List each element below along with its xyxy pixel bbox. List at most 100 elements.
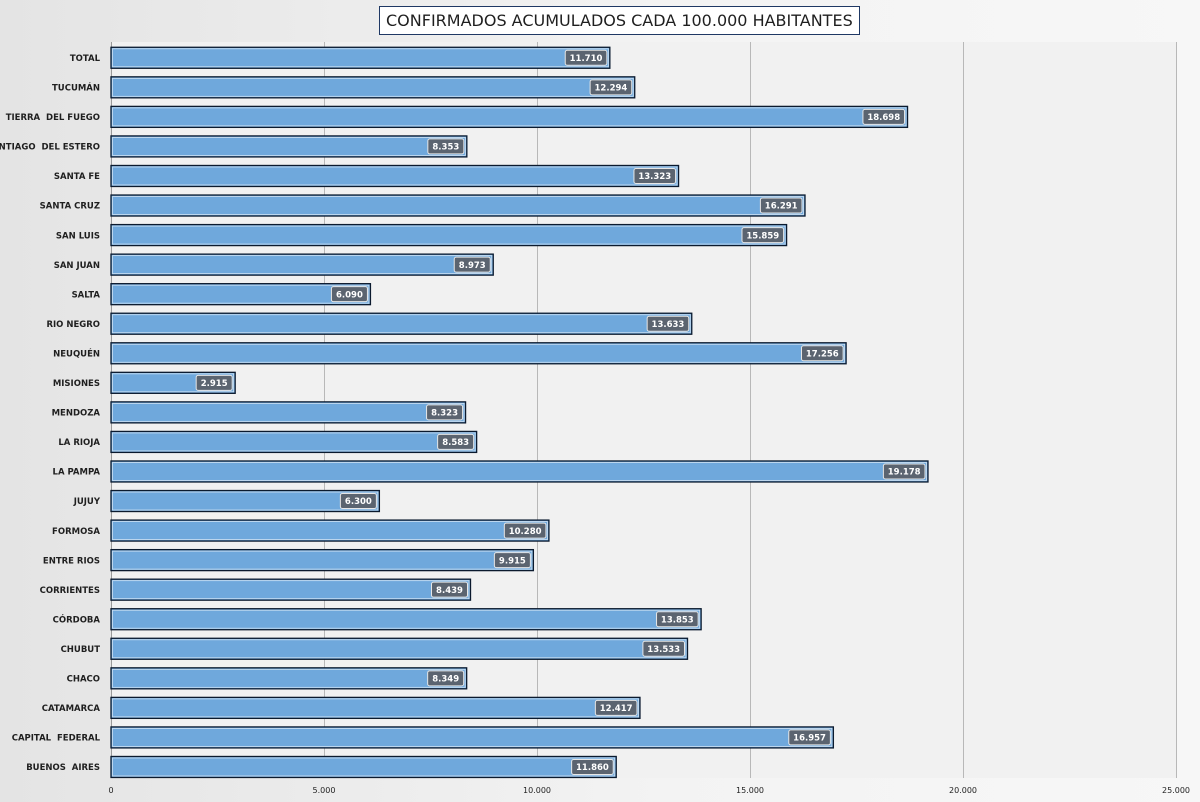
category-label: RIO NEGRO [46, 320, 100, 330]
category-label: LA PAMPA [53, 468, 101, 478]
data-label: 8.323 [431, 409, 458, 419]
data-label: 8.353 [432, 143, 459, 153]
category-label: TOTAL [70, 54, 101, 64]
category-label: MISIONES [53, 379, 100, 389]
data-label-box [427, 138, 465, 155]
data-label: 13.633 [652, 320, 685, 330]
data-label-box [431, 581, 469, 598]
bar-highlight [112, 698, 639, 718]
data-label-box [571, 758, 614, 775]
data-label: 11.710 [570, 54, 603, 64]
data-label: 16.291 [765, 202, 798, 212]
data-label: 6.300 [345, 497, 372, 507]
category-label: CÓRDOBA [53, 613, 101, 625]
data-label-box [564, 49, 608, 66]
bar-highlight [112, 255, 493, 275]
category-label: SANTA CRUZ [40, 202, 100, 212]
bar [110, 519, 550, 542]
bar [110, 401, 467, 424]
bar [110, 696, 641, 720]
bar-highlight [112, 668, 466, 688]
data-label: 19.178 [888, 468, 921, 478]
x-tick-label: 20.000 [949, 786, 977, 795]
data-label: 12.294 [595, 84, 628, 94]
bar-highlight [112, 77, 634, 97]
category-label: TUCUMÁN [52, 82, 100, 94]
data-label: 13.323 [638, 172, 671, 182]
bar-highlight [112, 284, 370, 304]
bar-highlight [112, 107, 907, 127]
bar-highlight [112, 373, 235, 393]
data-label: 2.915 [201, 379, 228, 389]
category-label: MENDOZA [52, 409, 101, 419]
category-label: JUJUY [73, 497, 101, 507]
bar [110, 312, 693, 335]
x-tick-label: 15.000 [736, 786, 764, 795]
category-label: SAN JUAN [54, 261, 100, 271]
data-label-box [437, 433, 475, 450]
data-label: 6.090 [336, 290, 363, 300]
data-label-box [330, 286, 368, 303]
category-labels: TOTAL TUCUMÁN TIERRA DEL FUEGO SANTIAGO DEL… [0, 54, 101, 773]
data-label-box [453, 256, 491, 273]
data-label-box [862, 108, 906, 125]
bar-highlight [112, 314, 691, 334]
bar-highlight [112, 402, 465, 422]
data-label-box [646, 315, 690, 332]
category-label: NEUQUÉN [53, 347, 100, 359]
bar-highlight [112, 639, 687, 659]
category-label: TIERRA DEL FUEGO [6, 113, 100, 123]
data-label: 12.417 [600, 704, 633, 714]
data-label-box [656, 611, 699, 628]
category-label: LA RIOJA [58, 438, 100, 448]
bar-highlight [112, 48, 609, 68]
data-label: 18.698 [867, 113, 900, 123]
category-label: FORMOSA [52, 527, 100, 537]
data-label: 16.957 [793, 734, 826, 744]
bar [110, 223, 788, 247]
bar [110, 637, 689, 660]
x-tick-label: 0 [108, 786, 113, 795]
bar [110, 135, 468, 158]
data-label-box [339, 493, 377, 510]
bar [110, 755, 617, 779]
bar [110, 283, 372, 306]
category-label: ENTRE RIOS [43, 556, 100, 566]
bars: 11.710 12.294 18.698 8.353 13.323 16.291 15.85… [110, 46, 929, 779]
bar [110, 548, 535, 572]
bar-highlight [112, 521, 548, 540]
bar [110, 342, 847, 365]
data-label-box [642, 640, 686, 657]
x-tick-label: 5.000 [313, 786, 336, 795]
bar-highlight [112, 580, 470, 600]
data-label: 9.915 [499, 556, 526, 566]
category-label: CORRIENTES [40, 586, 100, 596]
bar [110, 726, 835, 749]
category-label: SAN LUIS [56, 231, 100, 241]
bar [110, 76, 636, 99]
data-label-box [493, 552, 531, 569]
bar [110, 164, 680, 188]
bar-highlight [112, 491, 379, 511]
category-label: BUENOS AIRES [26, 763, 100, 773]
bar-highlight [112, 757, 616, 777]
bar [110, 667, 468, 690]
category-label: CATAMARCA [42, 704, 101, 714]
data-label: 11.860 [576, 763, 609, 773]
x-tick-label: 25.000 [1162, 786, 1190, 795]
category-label: SANTA FE [54, 172, 100, 182]
bar [110, 578, 472, 601]
category-label: SANTIAGO DEL ESTERO [0, 143, 100, 153]
data-label-box [503, 522, 547, 539]
data-label: 15.859 [746, 231, 779, 241]
data-label: 10.280 [509, 527, 542, 537]
bar [110, 253, 494, 276]
data-label-box [759, 197, 803, 214]
bar-highlight [112, 225, 786, 245]
data-label-box [633, 167, 677, 184]
x-axis-ticks: 0 5.000 10.000 15.000 20.000 25.000 [108, 786, 1190, 795]
category-label: CHACO [67, 675, 100, 685]
chart-title: CONFIRMADOS ACUMULADOS CADA 100.000 HABI… [379, 6, 860, 35]
data-label-box [788, 729, 831, 746]
